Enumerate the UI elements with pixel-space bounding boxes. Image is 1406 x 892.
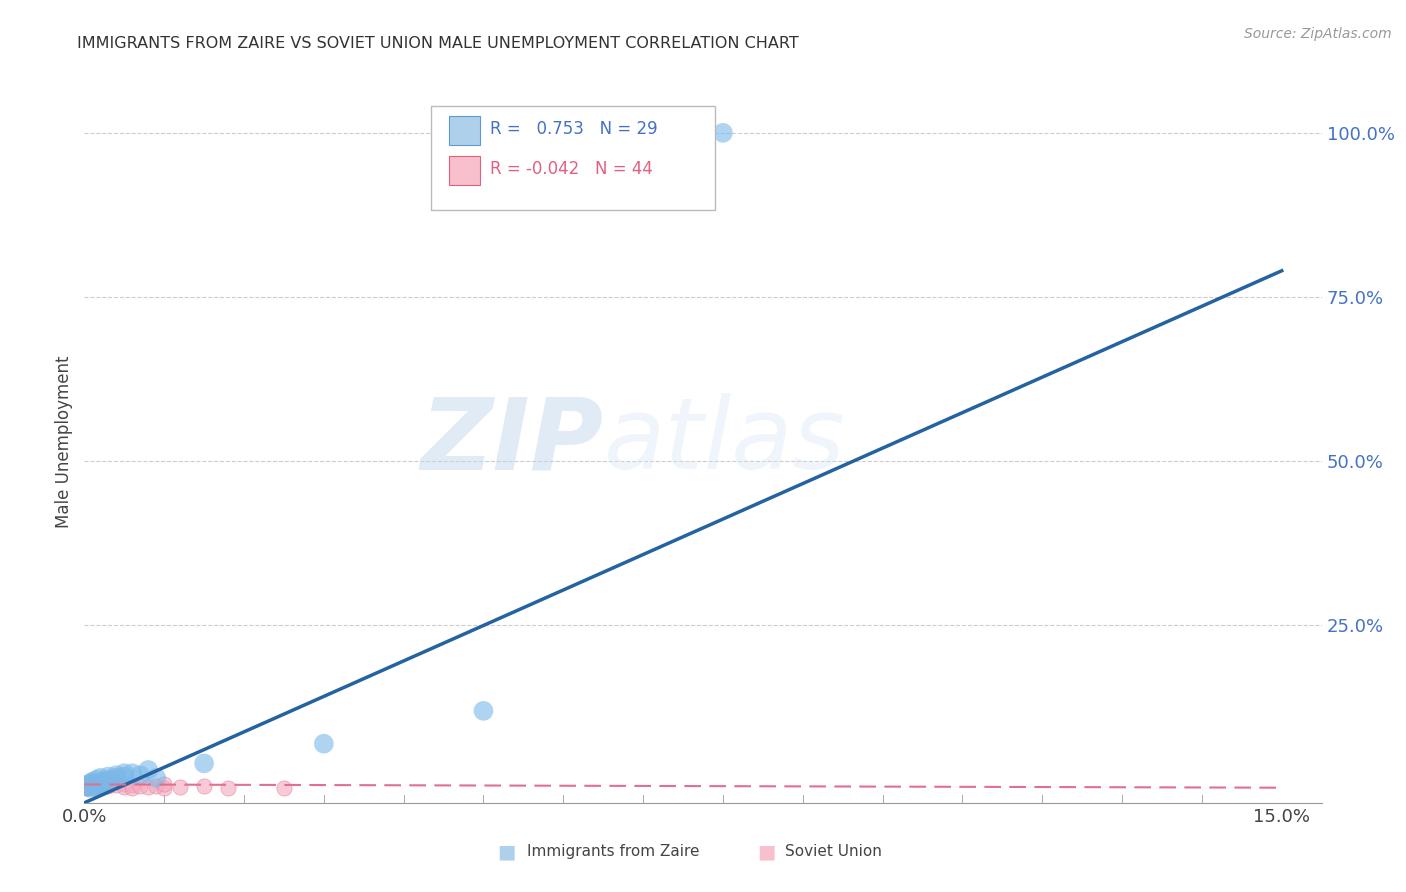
Point <box>87 777 110 791</box>
Point <box>76 780 98 794</box>
Point <box>79 780 101 794</box>
Point <box>217 780 239 795</box>
Point <box>97 772 120 787</box>
Point <box>105 778 128 792</box>
Point <box>273 781 295 796</box>
Point <box>86 774 108 789</box>
Point <box>86 777 108 791</box>
Point <box>80 776 103 790</box>
Point <box>77 780 100 794</box>
Point <box>82 774 104 789</box>
Point <box>82 774 104 789</box>
Point <box>136 780 159 794</box>
Point <box>193 756 215 771</box>
Point <box>82 780 104 794</box>
Point <box>76 780 98 795</box>
Point <box>112 780 135 794</box>
Point <box>89 776 111 790</box>
Point <box>77 777 100 791</box>
Point <box>80 777 103 791</box>
Point <box>112 777 135 791</box>
FancyBboxPatch shape <box>430 105 716 211</box>
Point <box>82 780 104 794</box>
Point <box>87 780 110 794</box>
Point <box>76 780 98 794</box>
Y-axis label: Male Unemployment: Male Unemployment <box>55 355 73 528</box>
Point <box>145 779 167 793</box>
Point <box>105 774 128 789</box>
Point <box>121 778 143 792</box>
Point <box>82 777 104 791</box>
Point <box>97 779 120 793</box>
Point <box>83 778 105 792</box>
Point <box>101 776 124 790</box>
Point <box>169 780 191 794</box>
Point <box>153 777 176 791</box>
Point <box>121 766 143 780</box>
Point <box>90 777 112 791</box>
Point <box>105 768 128 782</box>
Text: R = -0.042   N = 44: R = -0.042 N = 44 <box>491 161 652 178</box>
Point <box>75 781 97 796</box>
Point <box>129 780 152 794</box>
Point <box>89 779 111 793</box>
Text: Source: ZipAtlas.com: Source: ZipAtlas.com <box>1244 27 1392 41</box>
Text: ■: ■ <box>496 842 516 862</box>
Point <box>89 771 111 785</box>
Point <box>87 776 110 790</box>
Point <box>84 779 107 793</box>
Point <box>80 778 103 792</box>
Point <box>112 766 135 780</box>
Point <box>312 737 335 751</box>
Bar <box>450 117 481 145</box>
Point <box>93 774 115 789</box>
Point <box>83 777 105 791</box>
Point <box>136 763 159 777</box>
Point <box>77 779 100 793</box>
Text: R =   0.753   N = 29: R = 0.753 N = 29 <box>491 120 658 137</box>
Point <box>121 780 143 795</box>
Point <box>105 771 128 785</box>
Point <box>472 704 495 718</box>
Point <box>112 770 135 784</box>
Point <box>86 777 108 791</box>
Point <box>97 770 120 784</box>
Text: ■: ■ <box>756 842 776 862</box>
Point <box>80 776 103 790</box>
Text: atlas: atlas <box>605 393 845 490</box>
Point <box>145 771 167 785</box>
Point <box>193 780 215 794</box>
Point <box>89 778 111 792</box>
Point <box>77 777 100 791</box>
Point <box>97 777 120 791</box>
Text: Immigrants from Zaire: Immigrants from Zaire <box>527 845 700 859</box>
Point <box>83 776 105 790</box>
Point <box>93 774 115 789</box>
Text: Soviet Union: Soviet Union <box>785 845 882 859</box>
Point <box>83 778 105 792</box>
Point <box>89 772 111 787</box>
Point <box>86 780 108 794</box>
Text: IMMIGRANTS FROM ZAIRE VS SOVIET UNION MALE UNEMPLOYMENT CORRELATION CHART: IMMIGRANTS FROM ZAIRE VS SOVIET UNION MA… <box>77 36 799 51</box>
Point <box>711 126 734 140</box>
Text: ZIP: ZIP <box>420 393 605 490</box>
Point <box>86 772 108 787</box>
Point <box>79 780 101 795</box>
Point <box>89 775 111 789</box>
Bar <box>450 156 481 185</box>
Point <box>153 780 176 795</box>
Point <box>129 768 152 782</box>
